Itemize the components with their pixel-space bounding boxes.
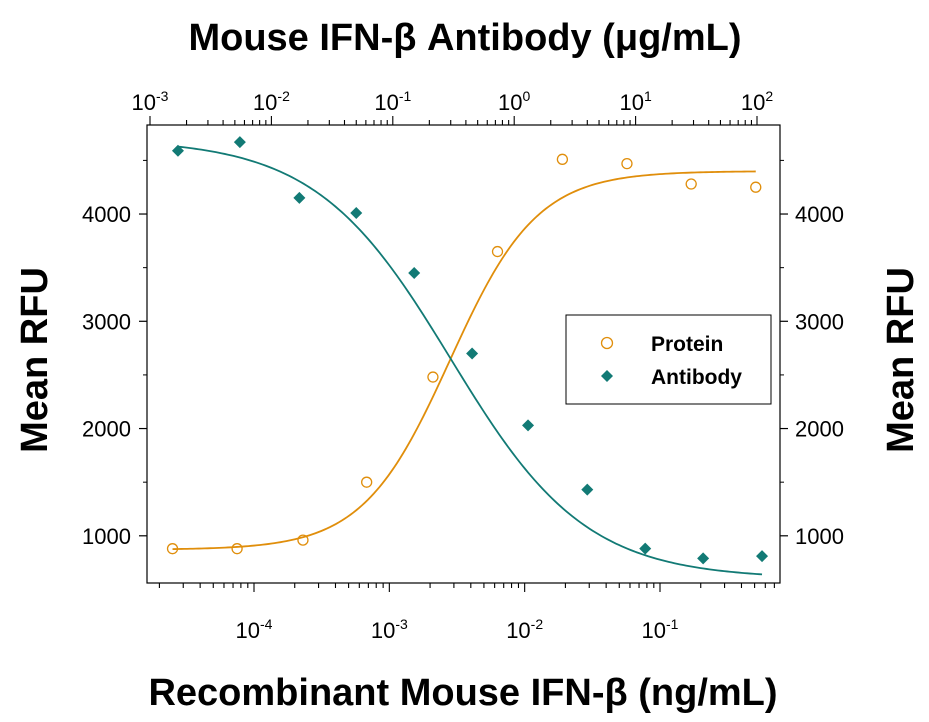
bottom-tick-label: 10-4 — [236, 616, 273, 643]
top-tick-base: 10 — [498, 90, 522, 115]
top-tick-label: 10-1 — [374, 88, 411, 115]
protein-point — [621, 157, 633, 170]
protein-fit-curve — [172, 170, 756, 550]
protein-point — [685, 178, 697, 190]
legend-antibody-marker — [601, 370, 613, 382]
top-tick-base: 10 — [374, 90, 398, 115]
x-axis-label: Recombinant Mouse IFN-β (ng/mL) — [148, 672, 777, 714]
y-axis-label-right: Mean RFU — [880, 267, 922, 453]
y-tick-label-right: 1000 — [795, 524, 844, 549]
y-tick-label-right: 2000 — [795, 417, 844, 442]
protein-point — [231, 543, 243, 555]
top-tick-exponent: -3 — [156, 88, 169, 104]
protein-point — [750, 181, 762, 193]
fit-curves — [172, 145, 763, 576]
top-tick-exponent: -2 — [277, 88, 290, 104]
bottom-tick-base: 10 — [236, 618, 260, 643]
top-tick-label: 101 — [619, 88, 651, 115]
top-tick-label: 102 — [741, 88, 773, 115]
protein-point — [491, 245, 504, 258]
legend-box — [565, 314, 772, 405]
antibody-point — [581, 483, 594, 496]
antibody-point — [233, 136, 246, 149]
antibody-point — [522, 419, 535, 432]
bottom-tick-label: 10-3 — [371, 616, 408, 643]
protein-point — [427, 371, 439, 383]
legend: Protein Antibody — [565, 314, 772, 405]
protein-point — [166, 543, 179, 555]
bottom-tick-exponent: -3 — [395, 616, 408, 632]
protein-point — [361, 476, 373, 488]
bottom-tick-base: 10 — [371, 618, 395, 643]
top-tick-exponent: 2 — [765, 88, 773, 104]
top-tick-base: 10 — [253, 90, 277, 115]
y-tick-label-left: 1000 — [82, 524, 131, 549]
top-tick-base: 10 — [741, 90, 765, 115]
top-tick-exponent: -1 — [399, 88, 412, 104]
antibody-point — [293, 191, 306, 204]
y-tick-label-right: 4000 — [795, 202, 844, 227]
legend-protein-label: Protein — [651, 333, 723, 356]
legend-protein-marker — [600, 336, 614, 350]
data-points — [166, 136, 769, 565]
antibody-point — [350, 206, 363, 219]
bottom-tick-label: 10-1 — [642, 616, 679, 643]
bottom-tick-base: 10 — [642, 618, 666, 643]
bottom-tick-base: 10 — [506, 618, 530, 643]
antibody-point — [171, 144, 184, 157]
top-tick-label: 10-2 — [253, 88, 290, 115]
protein-point — [297, 534, 309, 546]
top-tick-label: 10-3 — [132, 88, 169, 115]
bottom-tick-exponent: -1 — [666, 616, 679, 632]
top-tick-label: 100 — [498, 88, 530, 115]
plot-frame — [146, 124, 781, 584]
protein-point — [556, 153, 569, 165]
y-axis-label-left: Mean RFU — [14, 267, 56, 453]
y-tick-label-left: 4000 — [82, 202, 131, 227]
top-tick-exponent: 0 — [523, 88, 531, 104]
top-tick-base: 10 — [132, 90, 156, 115]
bottom-tick-exponent: -4 — [260, 616, 273, 632]
bottom-tick-label: 10-2 — [506, 616, 543, 643]
top-tick-base: 10 — [619, 90, 643, 115]
bottom-tick-exponent: -2 — [531, 616, 544, 632]
antibody-fit-curve — [177, 145, 763, 576]
antibody-point — [697, 552, 710, 565]
y-tick-label-left: 2000 — [82, 417, 131, 442]
y-tick-label-right: 3000 — [795, 309, 844, 334]
chart-title: Mouse IFN-β Antibody (μg/mL) — [188, 17, 741, 59]
top-tick-exponent: 1 — [644, 88, 652, 104]
antibody-point — [408, 267, 421, 280]
antibody-point — [756, 550, 769, 563]
legend-antibody-label: Antibody — [651, 366, 742, 389]
antibody-point — [639, 542, 652, 555]
y-tick-label-left: 3000 — [82, 309, 131, 334]
antibody-point — [466, 347, 479, 360]
